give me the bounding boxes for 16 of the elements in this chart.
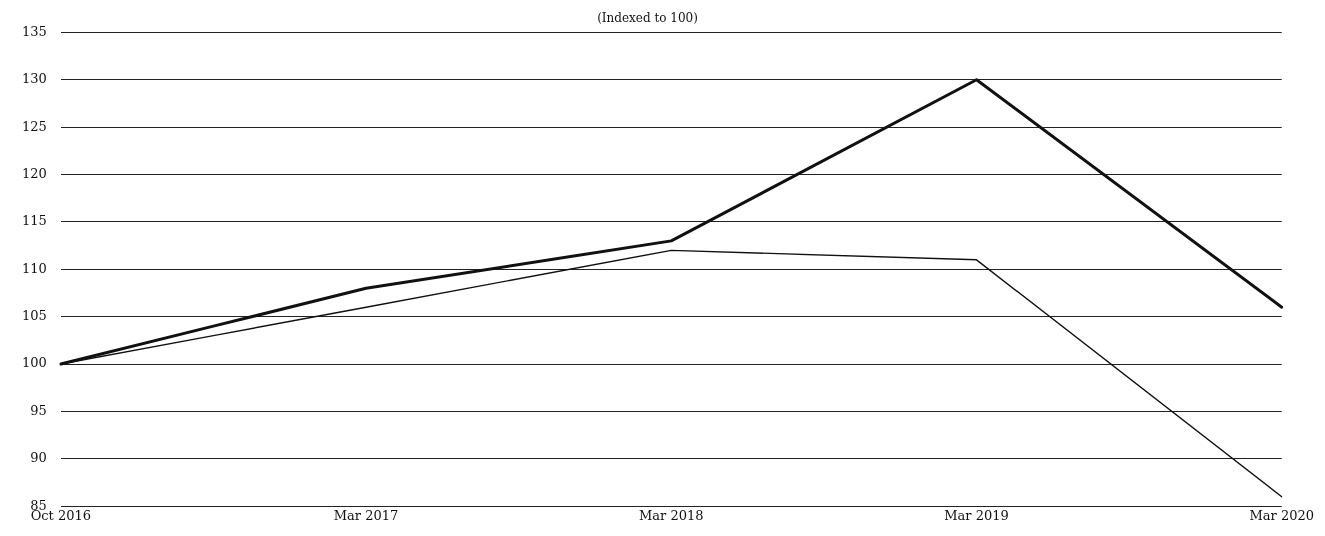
y-tick-label: 130 <box>21 71 47 87</box>
x-tick-label: Mar 2018 <box>639 508 704 524</box>
y-tick-label: 95 <box>30 402 47 418</box>
y-tick-label: 100 <box>21 355 47 371</box>
chart-subtitle: (Indexed to 100) <box>597 11 698 26</box>
x-tick-label: Mar 2017 <box>333 508 399 524</box>
y-tick-label: 90 <box>30 450 47 466</box>
x-tick-label: Oct 2016 <box>30 508 92 524</box>
y-tick-label: 135 <box>21 23 47 39</box>
y-tick-label: 110 <box>21 260 47 276</box>
y-tick-label: 125 <box>21 118 47 134</box>
y-tick-label: 105 <box>21 308 47 324</box>
x-tick-label: Mar 2020 <box>1249 508 1314 524</box>
y-tick-label: 120 <box>21 165 47 181</box>
y-tick-label: 115 <box>21 213 47 229</box>
x-tick-label: Mar 2019 <box>944 508 1009 524</box>
